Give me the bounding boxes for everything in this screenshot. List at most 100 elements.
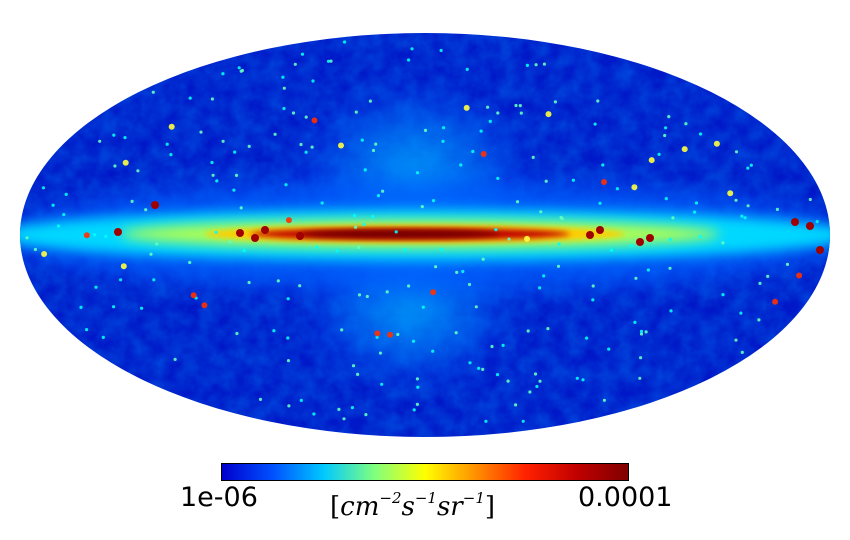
point-source [479, 129, 483, 133]
point-source [420, 205, 424, 209]
point-source [474, 305, 478, 309]
point-source [668, 237, 672, 242]
point-source [380, 382, 384, 386]
point-source [546, 327, 550, 331]
point-source [64, 192, 68, 196]
point-source [415, 171, 420, 175]
point-source [25, 236, 29, 240]
point-source [326, 59, 331, 63]
point-source [721, 293, 725, 297]
point-source [746, 166, 750, 170]
point-source [545, 111, 552, 118]
point-source [575, 376, 579, 380]
point-source [591, 284, 595, 288]
point-source [285, 217, 292, 224]
point-source [190, 292, 197, 299]
point-source [431, 199, 436, 203]
point-source [533, 372, 538, 376]
point-source [173, 357, 177, 361]
point-source [360, 138, 364, 142]
point-source [663, 133, 667, 138]
point-source [374, 142, 378, 146]
point-source [312, 412, 316, 416]
point-source [602, 398, 607, 402]
point-source [104, 234, 108, 238]
hot-spot [816, 246, 824, 254]
point-source [311, 79, 315, 83]
point-source [740, 214, 744, 218]
point-source [416, 385, 420, 389]
point-source [62, 213, 66, 217]
point-source [581, 378, 585, 382]
point-source [410, 47, 414, 51]
point-source [553, 100, 558, 104]
point-source [471, 149, 475, 154]
point-source [41, 251, 48, 257]
colorbar-min-label: 1e-06 [180, 482, 258, 513]
point-source [320, 201, 324, 205]
point-source [338, 142, 344, 149]
point-source [465, 67, 469, 71]
point-source [119, 278, 123, 282]
point-source [282, 106, 286, 111]
point-source [468, 361, 472, 365]
hot-spot [236, 229, 244, 237]
hot-spot [151, 201, 159, 209]
point-source [315, 245, 319, 249]
point-source [477, 366, 481, 370]
point-source [664, 126, 668, 130]
point-source [439, 48, 443, 53]
point-source [698, 132, 703, 136]
point-source [598, 201, 602, 205]
point-source [591, 298, 595, 302]
point-source [667, 115, 671, 119]
point-source [601, 179, 607, 185]
point-source [299, 142, 303, 147]
point-source [357, 293, 362, 297]
point-source [122, 159, 129, 166]
point-source [519, 111, 523, 115]
point-source [291, 111, 296, 115]
point-source [481, 367, 485, 371]
point-source [633, 320, 637, 324]
point-source [136, 169, 140, 173]
point-source [240, 68, 244, 73]
point-source [639, 329, 644, 333]
point-source [531, 155, 535, 159]
point-source [376, 194, 381, 198]
hot-spot [636, 238, 644, 246]
point-source [430, 289, 437, 296]
point-source [524, 235, 530, 242]
point-source [506, 379, 510, 383]
point-source [354, 225, 358, 229]
point-source [365, 294, 369, 299]
point-source [149, 252, 153, 256]
point-source [354, 110, 358, 114]
point-source [734, 338, 738, 342]
point-source [168, 123, 175, 130]
point-source [423, 128, 428, 132]
point-source [210, 160, 214, 165]
point-source [281, 75, 285, 79]
point-source [247, 280, 251, 285]
point-source [785, 262, 790, 266]
point-source [385, 290, 389, 294]
point-source [130, 199, 134, 203]
point-source [740, 350, 744, 354]
hot-spot [261, 226, 269, 234]
point-source [201, 302, 208, 309]
point-source [51, 203, 55, 207]
hot-spot [586, 231, 594, 239]
point-source [41, 186, 46, 190]
point-source [528, 390, 532, 394]
point-source [101, 335, 105, 339]
point-source [151, 90, 155, 94]
point-source [507, 237, 511, 241]
point-source [412, 408, 416, 412]
point-source [378, 351, 383, 355]
point-source [411, 339, 416, 343]
point-source [234, 173, 239, 177]
point-source [571, 178, 576, 182]
point-source [300, 52, 305, 56]
